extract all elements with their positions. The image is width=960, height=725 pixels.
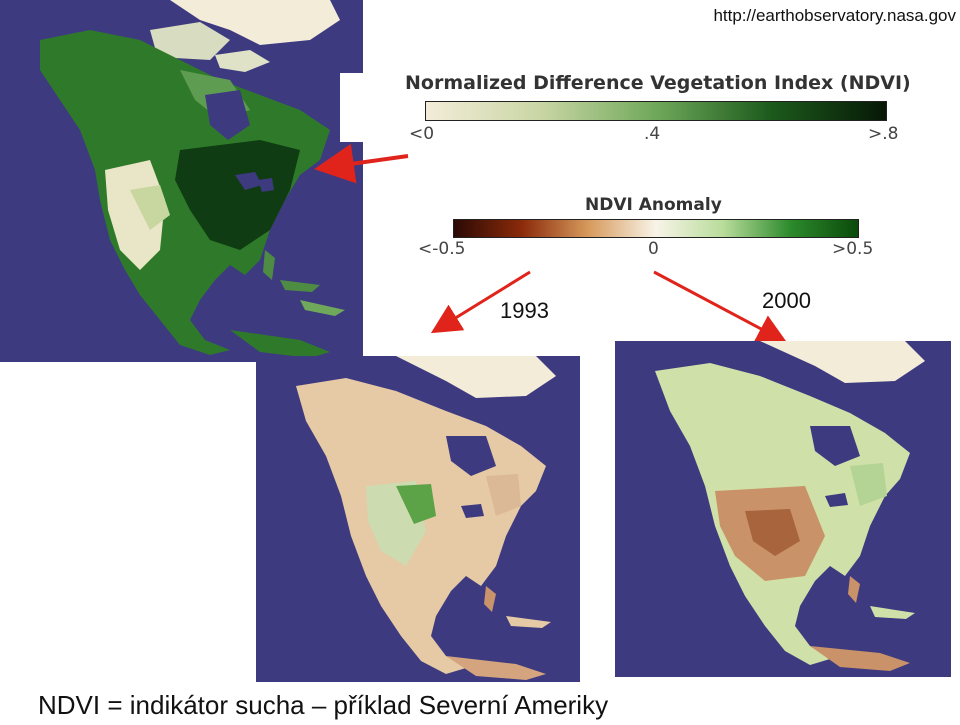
anomaly-tick-mid: 0 bbox=[648, 239, 659, 259]
year-label-2000: 2000 bbox=[762, 288, 811, 313]
anomaly-tick-min: <-0.5 bbox=[418, 239, 466, 259]
ndvi-legend-title: Normalized Difference Vegetation Index (… bbox=[405, 72, 911, 94]
ndvi-tick-min: <0 bbox=[409, 124, 435, 144]
anomaly-map-1993-graphic bbox=[256, 356, 580, 682]
anomaly-legend-title: NDVI Anomaly bbox=[585, 195, 722, 215]
legend-backing bbox=[340, 73, 400, 142]
anomaly-map-2000 bbox=[615, 341, 951, 677]
anomaly-legend-gradient bbox=[453, 219, 859, 238]
ndvi-map-graphic bbox=[0, 0, 363, 362]
anomaly-tick-max: >0.5 bbox=[832, 239, 874, 259]
caption: NDVI = indikátor sucha – příklad Severní… bbox=[38, 690, 609, 720]
ndvi-tick-max: >.8 bbox=[868, 124, 899, 144]
ndvi-tick-mid: .4 bbox=[644, 124, 661, 144]
ndvi-legend-gradient bbox=[425, 101, 887, 121]
source-url[interactable]: http://earthobservatory.nasa.gov bbox=[713, 6, 956, 25]
ndvi-map bbox=[0, 0, 363, 362]
anomaly-map-2000-graphic bbox=[615, 341, 951, 677]
anomaly-map-1993 bbox=[256, 356, 580, 682]
year-label-1993: 1993 bbox=[500, 298, 549, 323]
